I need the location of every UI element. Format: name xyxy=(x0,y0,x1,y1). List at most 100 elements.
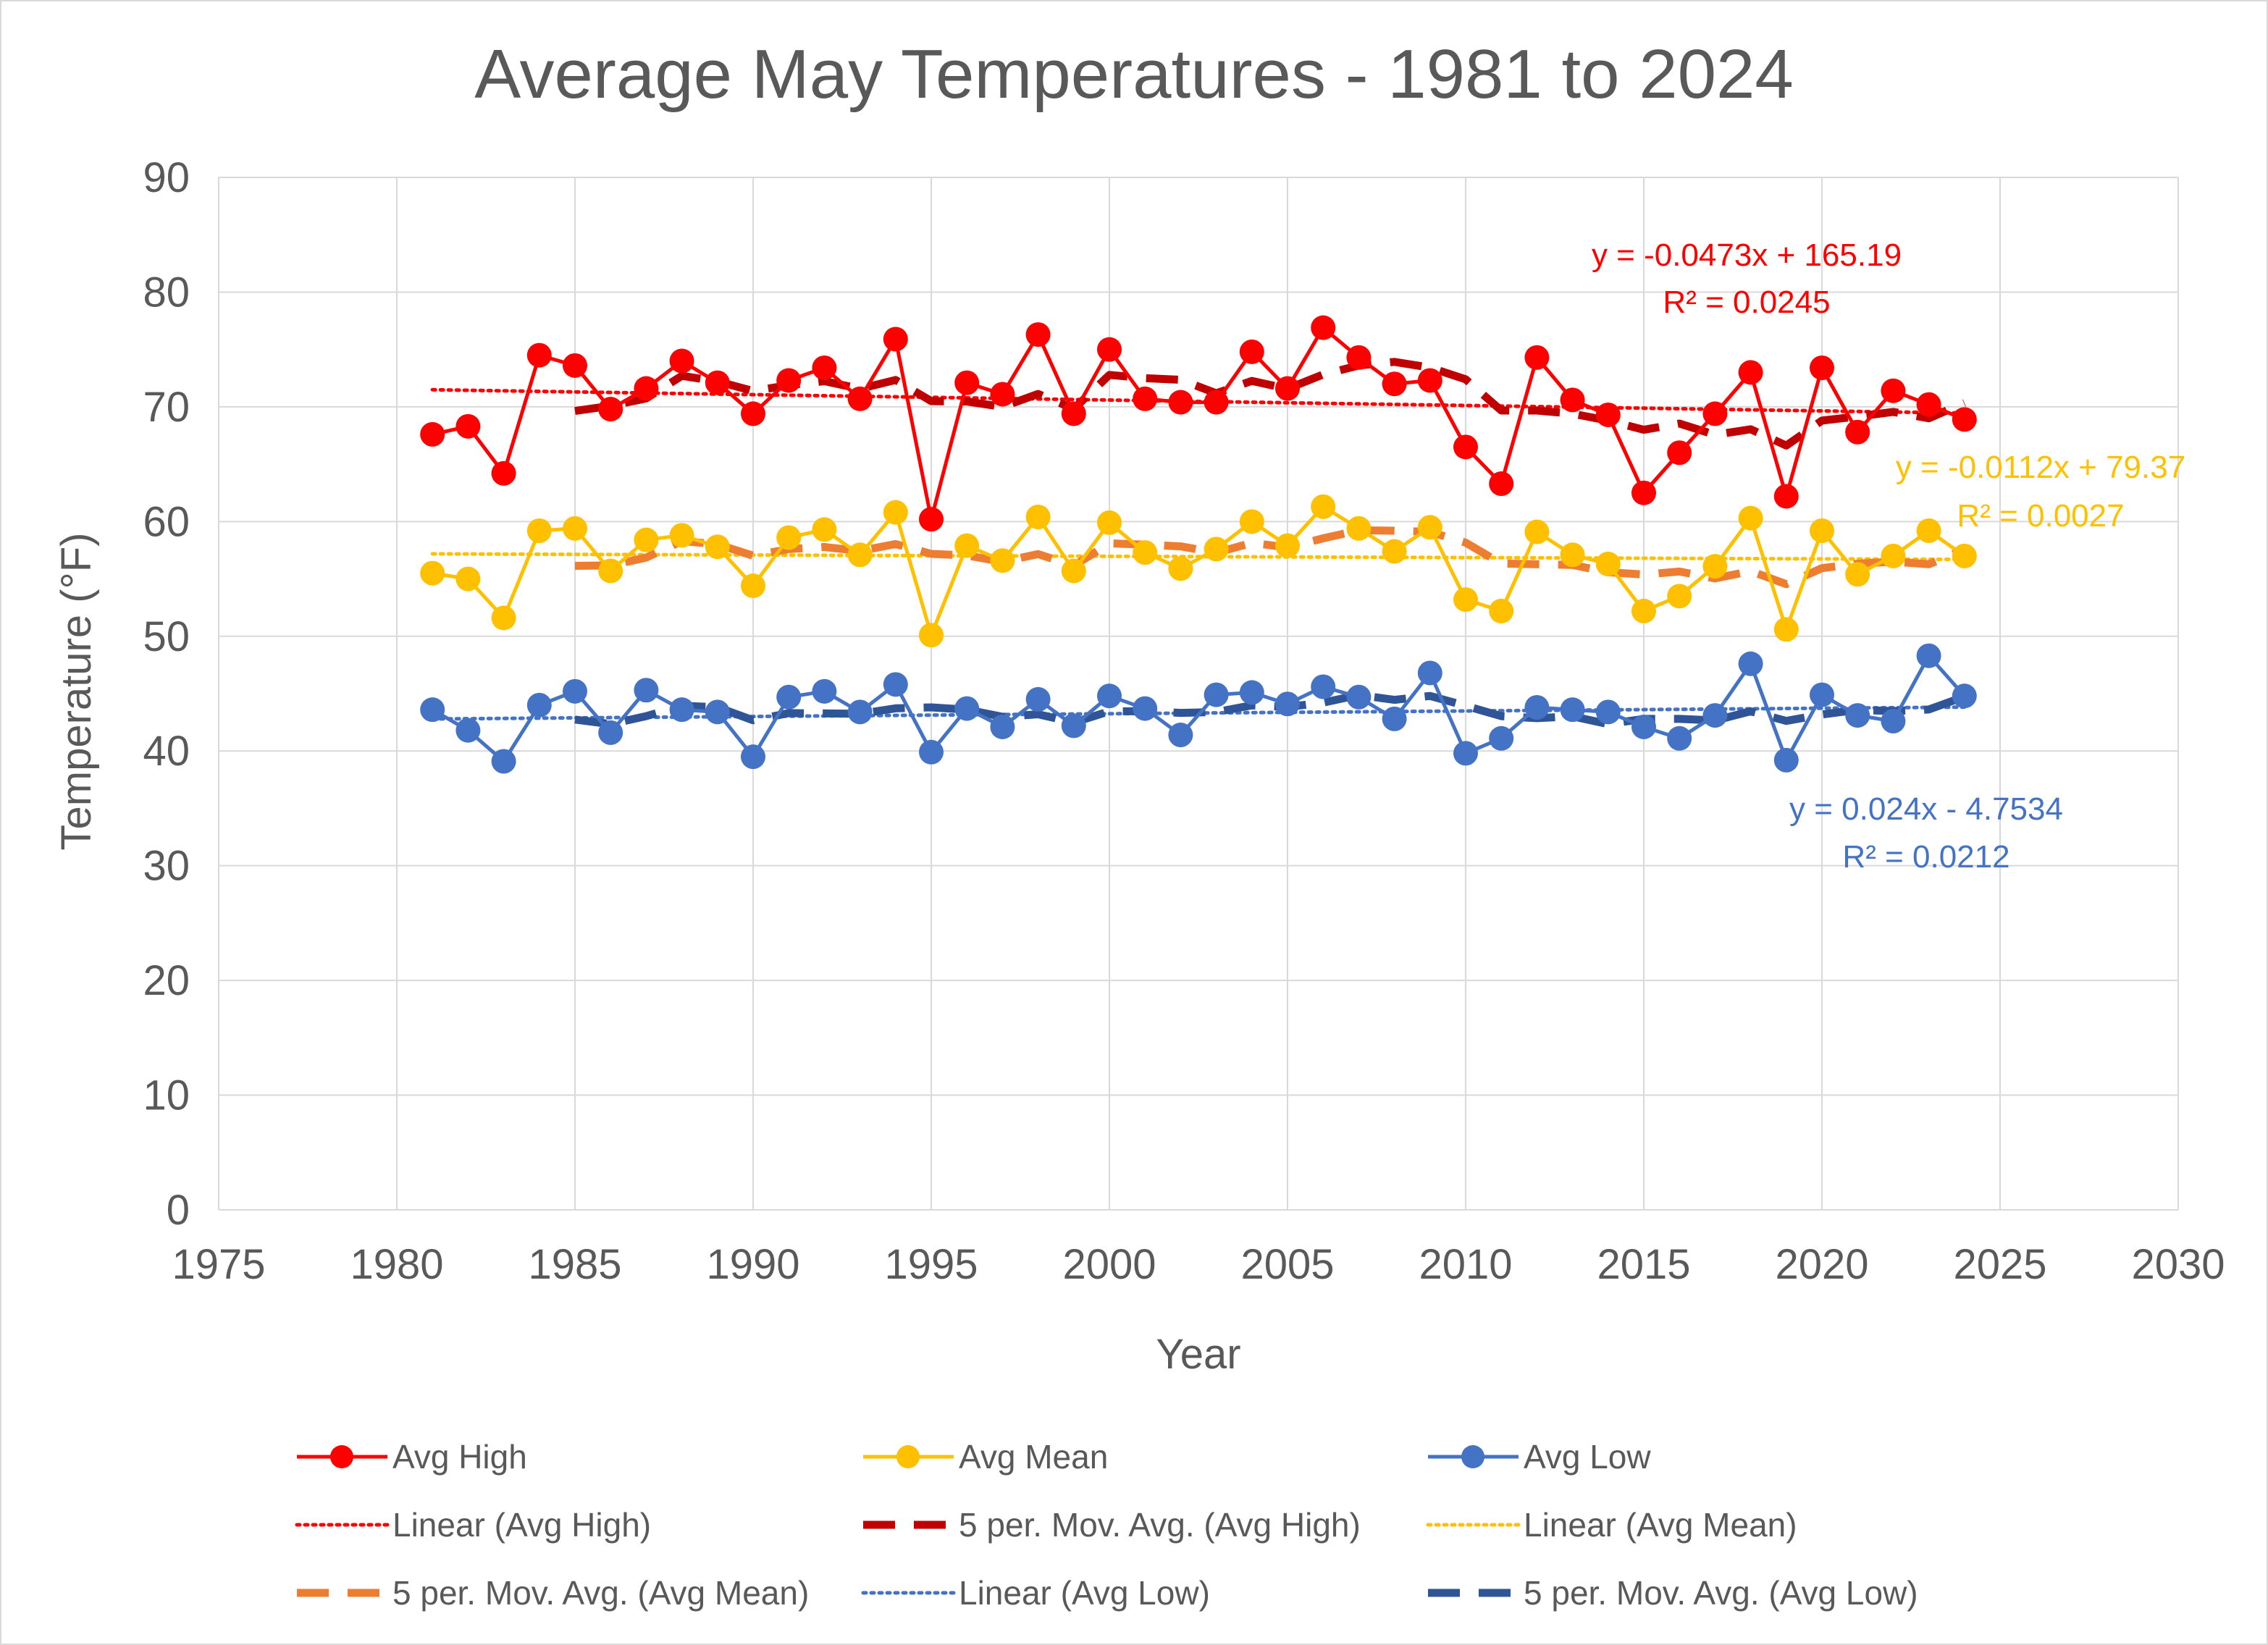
data-point xyxy=(1061,713,1086,739)
data-point xyxy=(1239,339,1264,364)
legend-label: Avg High xyxy=(392,1438,527,1476)
data-point xyxy=(598,397,623,422)
data-point xyxy=(990,548,1015,573)
legend-label: Avg Low xyxy=(1524,1438,1651,1476)
trend-equation: y = -0.0112x + 79.37 xyxy=(1896,450,2185,485)
data-point xyxy=(491,749,516,774)
data-point xyxy=(1810,682,1834,707)
legend-label: Linear (Avg Low) xyxy=(959,1574,1210,1612)
data-point xyxy=(919,507,944,532)
data-point xyxy=(1595,551,1621,576)
data-point xyxy=(1952,543,1977,568)
data-point xyxy=(705,534,730,560)
x-tick-label: 2030 xyxy=(2131,1241,2225,1288)
legend-marker xyxy=(896,1445,920,1468)
data-point xyxy=(1133,696,1158,721)
data-point xyxy=(563,353,587,378)
legend-label: Linear (Avg High) xyxy=(392,1506,651,1544)
data-point xyxy=(1133,386,1158,411)
legend-item: Linear (Avg Mean) xyxy=(1426,1506,1797,1544)
legend-item: 5 per. Mov. Avg. (Avg Low) xyxy=(1428,1574,1918,1612)
data-point xyxy=(1524,345,1550,370)
data-series xyxy=(420,315,1977,774)
data-point xyxy=(420,697,445,723)
y-tick-label: 40 xyxy=(143,728,190,775)
data-point xyxy=(563,678,587,704)
data-point xyxy=(705,699,730,725)
chart-title: Average May Temperatures - 1981 to 2024 xyxy=(474,35,1794,113)
data-point xyxy=(634,376,659,401)
data-point xyxy=(526,518,552,544)
data-point xyxy=(1881,378,1906,403)
data-point xyxy=(1204,390,1229,415)
data-point xyxy=(420,421,445,447)
data-point xyxy=(1346,684,1372,710)
data-point xyxy=(1311,674,1336,699)
data-point xyxy=(669,348,694,374)
data-point xyxy=(1275,376,1300,401)
data-point xyxy=(1595,699,1621,725)
trend-equation: y = 0.024x - 4.7534 xyxy=(1789,791,2063,827)
legend-item: Avg High xyxy=(297,1438,527,1476)
data-point xyxy=(491,460,516,486)
data-point xyxy=(1239,680,1264,705)
y-tick-label: 90 xyxy=(143,154,190,201)
data-point xyxy=(1311,315,1336,340)
data-point xyxy=(847,386,873,411)
data-point xyxy=(1417,368,1442,393)
data-point xyxy=(1773,484,1799,509)
data-point xyxy=(1881,543,1906,568)
data-point xyxy=(1489,598,1514,623)
y-tick-label: 80 xyxy=(143,269,190,316)
data-point xyxy=(1916,518,1941,544)
data-point xyxy=(669,523,694,548)
y-tick-label: 20 xyxy=(143,957,190,1004)
y-tick-labels: 0 10 20 30 40 50 60 70 80 90 xyxy=(143,154,190,1234)
moving-average-1 xyxy=(574,526,1966,589)
trend-r-squared: R² = 0.0212 xyxy=(1842,839,2009,875)
data-point xyxy=(455,566,481,592)
data-point xyxy=(1773,617,1799,642)
data-point xyxy=(776,684,802,710)
data-point xyxy=(1702,703,1728,728)
data-point xyxy=(883,500,908,525)
legend-label: Linear (Avg Mean) xyxy=(1524,1506,1797,1544)
x-tick-label: 2020 xyxy=(1775,1241,1868,1288)
data-point xyxy=(990,714,1015,739)
legend-item: Linear (Avg High) xyxy=(295,1506,651,1544)
data-point xyxy=(1239,509,1264,534)
data-point xyxy=(776,525,802,550)
data-point xyxy=(1168,723,1193,748)
data-point xyxy=(1773,747,1799,773)
data-point xyxy=(812,355,837,381)
data-point xyxy=(883,327,908,352)
data-point xyxy=(1631,480,1656,505)
data-point xyxy=(1702,554,1728,579)
legend-item: Avg Low xyxy=(1428,1438,1651,1476)
x-tick-label: 2010 xyxy=(1419,1241,1512,1288)
data-point xyxy=(1025,322,1051,348)
data-point xyxy=(1346,516,1372,541)
legend-item: Avg Mean xyxy=(863,1438,1108,1476)
data-point xyxy=(883,672,908,697)
data-point xyxy=(1168,556,1193,581)
data-point xyxy=(1025,686,1051,712)
data-point xyxy=(1810,518,1834,544)
data-point xyxy=(1168,390,1193,415)
y-axis-title: Temperature (°F) xyxy=(53,533,100,851)
x-tick-label: 2025 xyxy=(1953,1241,2046,1288)
data-point xyxy=(1453,434,1478,460)
data-point xyxy=(634,678,659,703)
data-point xyxy=(812,678,837,704)
data-point xyxy=(1346,345,1372,370)
data-point xyxy=(1382,371,1407,397)
legend-marker xyxy=(330,1445,353,1468)
y-tick-label: 50 xyxy=(143,613,190,660)
data-point xyxy=(812,517,837,542)
data-point xyxy=(598,558,623,584)
data-point xyxy=(1738,651,1763,676)
data-point xyxy=(1311,494,1336,519)
legend-item: 5 per. Mov. Avg. (Avg High) xyxy=(863,1506,1361,1544)
x-tick-label: 1980 xyxy=(350,1241,443,1288)
